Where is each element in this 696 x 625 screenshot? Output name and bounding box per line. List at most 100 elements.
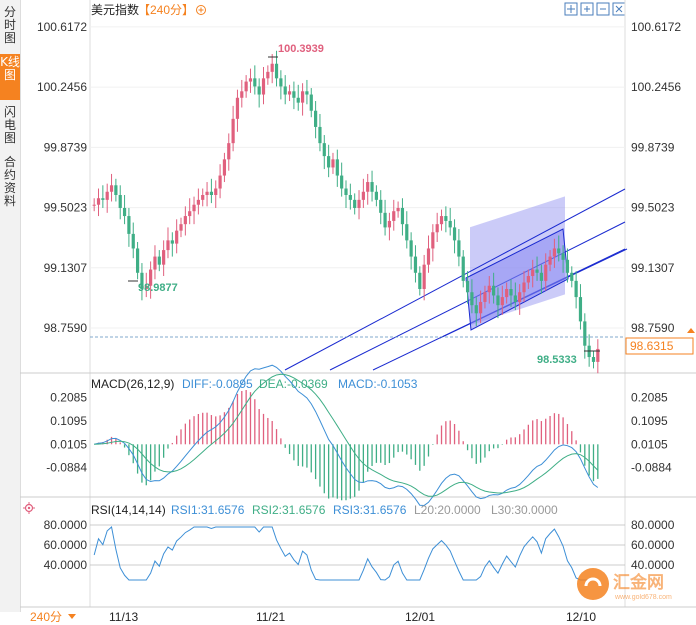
candle[interactable] bbox=[209, 178, 214, 204]
candle[interactable] bbox=[261, 66, 266, 105]
candle[interactable] bbox=[253, 65, 257, 95]
rsi-plot[interactable] bbox=[93, 526, 598, 581]
candle[interactable] bbox=[257, 78, 261, 108]
candle[interactable] bbox=[418, 266, 422, 296]
candle[interactable] bbox=[201, 188, 205, 207]
tab-contract-info[interactable]: 合约资料 bbox=[3, 155, 16, 208]
candle[interactable] bbox=[387, 212, 392, 241]
candle[interactable] bbox=[492, 272, 496, 304]
candle[interactable] bbox=[439, 209, 444, 231]
candle[interactable] bbox=[127, 207, 131, 247]
tab-lightning[interactable]: 闪电图 bbox=[3, 105, 16, 145]
candle[interactable] bbox=[248, 68, 253, 93]
candle[interactable] bbox=[370, 170, 374, 202]
candle[interactable] bbox=[340, 162, 344, 197]
candle[interactable] bbox=[578, 284, 583, 330]
candle[interactable] bbox=[374, 185, 378, 207]
candle[interactable] bbox=[240, 79, 244, 108]
candle[interactable] bbox=[235, 89, 240, 132]
candle[interactable] bbox=[122, 195, 127, 225]
add-icon[interactable] bbox=[196, 5, 206, 15]
candle[interactable] bbox=[274, 50, 279, 87]
candle[interactable] bbox=[474, 297, 478, 327]
candle[interactable] bbox=[287, 84, 292, 102]
candle[interactable] bbox=[300, 83, 305, 116]
candle[interactable] bbox=[505, 282, 509, 304]
candle[interactable] bbox=[344, 180, 348, 208]
candle[interactable] bbox=[218, 164, 222, 199]
candle[interactable] bbox=[544, 253, 548, 291]
candle[interactable] bbox=[270, 54, 274, 84]
candle[interactable] bbox=[487, 276, 491, 304]
candle[interactable] bbox=[483, 285, 487, 309]
candle[interactable] bbox=[357, 190, 361, 220]
candle[interactable] bbox=[140, 263, 144, 301]
candle[interactable] bbox=[353, 193, 357, 215]
candle[interactable] bbox=[513, 282, 517, 311]
candle[interactable] bbox=[522, 271, 526, 302]
candle[interactable] bbox=[314, 101, 318, 139]
candle[interactable] bbox=[409, 232, 413, 270]
candle[interactable] bbox=[591, 350, 596, 369]
candle[interactable] bbox=[309, 88, 313, 118]
candle[interactable] bbox=[183, 206, 187, 236]
candle[interactable] bbox=[322, 135, 326, 170]
candle[interactable] bbox=[118, 185, 122, 220]
candle[interactable] bbox=[452, 219, 457, 254]
candle[interactable] bbox=[457, 229, 461, 267]
candle[interactable] bbox=[149, 261, 153, 299]
candle[interactable] bbox=[435, 212, 439, 242]
candle[interactable] bbox=[461, 250, 465, 288]
candle[interactable] bbox=[426, 235, 431, 273]
candle[interactable] bbox=[413, 245, 418, 283]
candle[interactable] bbox=[539, 264, 543, 294]
candle[interactable] bbox=[205, 182, 209, 207]
candle[interactable] bbox=[296, 84, 300, 111]
candle[interactable] bbox=[596, 339, 600, 374]
candle[interactable] bbox=[535, 256, 539, 281]
candle[interactable] bbox=[548, 250, 552, 272]
candle[interactable] bbox=[162, 240, 166, 277]
candle[interactable] bbox=[135, 241, 140, 280]
candle[interactable] bbox=[227, 133, 231, 171]
candle[interactable] bbox=[361, 178, 365, 208]
candle[interactable] bbox=[292, 81, 296, 110]
candle[interactable] bbox=[422, 254, 426, 301]
candle[interactable] bbox=[405, 211, 409, 249]
candle[interactable] bbox=[561, 245, 565, 273]
candle[interactable] bbox=[170, 232, 174, 257]
candle[interactable] bbox=[557, 235, 561, 262]
candle[interactable] bbox=[448, 207, 452, 236]
candle[interactable] bbox=[101, 185, 105, 208]
candle[interactable] bbox=[509, 279, 513, 307]
crosshair-icon[interactable] bbox=[564, 2, 578, 16]
candlesticks[interactable] bbox=[92, 50, 600, 374]
period-selector[interactable]: 240分 bbox=[30, 610, 76, 624]
zoom-out-icon[interactable] bbox=[596, 2, 610, 16]
candle[interactable] bbox=[266, 65, 270, 85]
candle[interactable] bbox=[231, 105, 235, 152]
candle[interactable] bbox=[188, 198, 192, 225]
tab-timeshare[interactable]: 分时图 bbox=[3, 5, 16, 45]
candle[interactable] bbox=[565, 248, 570, 283]
candle[interactable] bbox=[574, 271, 578, 309]
tab-kline[interactable]: K线图 bbox=[0, 54, 20, 100]
candle[interactable] bbox=[327, 144, 331, 178]
candle[interactable] bbox=[283, 75, 287, 105]
candle[interactable] bbox=[396, 201, 400, 218]
candle[interactable] bbox=[496, 287, 500, 319]
candle[interactable] bbox=[305, 79, 309, 105]
candle[interactable] bbox=[465, 271, 470, 304]
candle[interactable] bbox=[518, 284, 522, 315]
candle[interactable] bbox=[431, 224, 435, 262]
candle[interactable] bbox=[331, 152, 335, 174]
candle[interactable] bbox=[166, 227, 170, 259]
candle[interactable] bbox=[318, 113, 322, 152]
candle[interactable] bbox=[144, 272, 148, 298]
candle[interactable] bbox=[500, 285, 504, 315]
candle[interactable] bbox=[383, 199, 387, 236]
macd-plot[interactable] bbox=[94, 364, 599, 506]
candle[interactable] bbox=[531, 259, 535, 288]
candle[interactable] bbox=[244, 75, 248, 98]
